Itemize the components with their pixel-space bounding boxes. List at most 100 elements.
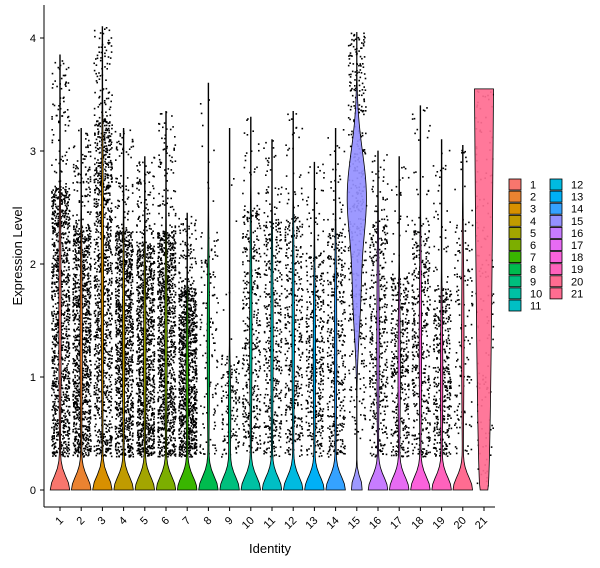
point	[93, 198, 96, 200]
point	[75, 314, 77, 317]
point	[61, 233, 63, 235]
point	[125, 290, 127, 293]
point	[52, 274, 54, 277]
point	[114, 254, 117, 256]
point	[68, 198, 70, 201]
point	[62, 160, 64, 162]
point	[96, 81, 98, 84]
point	[115, 297, 117, 299]
point	[137, 436, 139, 438]
point	[107, 209, 110, 211]
point	[118, 226, 120, 229]
point	[125, 203, 127, 206]
point	[118, 277, 121, 279]
point	[61, 115, 64, 117]
point	[97, 106, 100, 108]
point	[125, 411, 128, 414]
point	[83, 238, 86, 240]
point	[58, 162, 60, 165]
point	[120, 319, 122, 322]
point	[67, 115, 70, 118]
point	[108, 161, 110, 164]
point	[126, 249, 129, 251]
point	[130, 235, 132, 237]
point	[54, 343, 56, 346]
point	[81, 249, 84, 251]
point	[139, 379, 141, 382]
point	[99, 222, 101, 225]
point	[132, 248, 134, 251]
point	[132, 292, 135, 295]
point	[51, 294, 53, 297]
point	[150, 334, 153, 336]
point	[132, 439, 134, 441]
point	[131, 355, 133, 358]
point	[127, 333, 129, 335]
point	[85, 188, 87, 191]
point	[153, 452, 156, 454]
point	[119, 353, 122, 355]
point	[120, 394, 122, 396]
point	[76, 414, 79, 417]
point	[130, 249, 132, 252]
point	[115, 324, 118, 327]
point	[75, 397, 77, 400]
point	[66, 411, 69, 413]
point	[61, 225, 63, 227]
point	[128, 368, 131, 370]
point	[117, 267, 120, 269]
point	[52, 299, 54, 301]
point	[79, 428, 81, 430]
point	[56, 234, 59, 237]
point	[87, 151, 90, 153]
point	[125, 278, 127, 280]
point	[81, 389, 84, 392]
point	[87, 327, 90, 329]
point	[54, 339, 57, 341]
point	[98, 388, 100, 390]
point	[95, 352, 97, 355]
point	[78, 241, 80, 244]
point	[87, 452, 90, 454]
point	[77, 257, 79, 260]
point	[127, 189, 130, 192]
point	[78, 433, 80, 435]
point	[129, 339, 131, 342]
point	[72, 288, 74, 290]
point	[125, 151, 128, 153]
point	[108, 267, 111, 269]
point	[108, 192, 111, 195]
point	[128, 316, 130, 318]
point	[97, 318, 100, 320]
point	[110, 51, 113, 53]
point	[130, 242, 132, 244]
point	[99, 417, 101, 419]
point	[125, 419, 128, 422]
point	[128, 347, 130, 350]
point	[51, 394, 53, 397]
point	[51, 141, 54, 144]
point	[85, 359, 87, 361]
point	[55, 171, 58, 174]
point	[117, 253, 119, 256]
point	[115, 455, 118, 458]
point	[51, 282, 53, 285]
point	[109, 307, 111, 309]
point	[55, 424, 57, 426]
point	[105, 392, 107, 394]
point	[107, 181, 110, 184]
point	[75, 274, 78, 276]
point	[128, 242, 131, 245]
point	[64, 190, 67, 193]
point	[95, 167, 98, 169]
point	[78, 298, 81, 300]
point	[94, 284, 97, 286]
point	[108, 427, 111, 429]
point	[82, 288, 84, 290]
point	[114, 288, 117, 290]
point	[115, 365, 117, 368]
point	[86, 367, 89, 370]
point	[117, 233, 119, 235]
point	[51, 297, 53, 299]
point	[78, 329, 80, 331]
